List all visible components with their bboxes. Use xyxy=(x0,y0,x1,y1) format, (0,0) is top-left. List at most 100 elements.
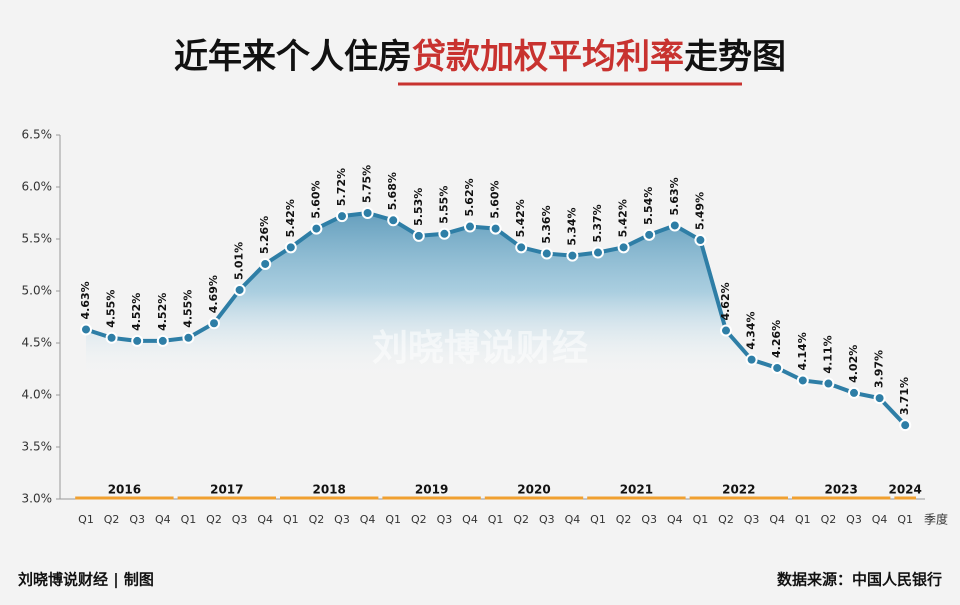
x-tick-label: Q1 xyxy=(590,513,606,526)
point xyxy=(131,334,144,347)
point xyxy=(233,283,246,296)
value-label: 5.26% xyxy=(258,216,271,254)
y-tick-label: 5.5% xyxy=(22,232,53,246)
value-label: 5.54% xyxy=(642,187,655,225)
year-label: 2016 xyxy=(108,483,141,497)
value-label: 3.71% xyxy=(898,377,911,415)
value-label: 4.69% xyxy=(207,275,220,313)
point xyxy=(771,361,784,374)
point xyxy=(515,241,528,254)
point xyxy=(284,241,297,254)
point xyxy=(464,220,476,233)
x-tick-label: Q4 xyxy=(769,513,785,526)
value-label: 5.34% xyxy=(565,207,578,245)
year-label: 2024 xyxy=(888,483,921,497)
point xyxy=(796,374,809,387)
x-tick-label: Q4 xyxy=(565,513,581,526)
point xyxy=(412,229,425,242)
point xyxy=(156,334,169,347)
x-tick-label: Q3 xyxy=(334,513,350,526)
year-label: 2022 xyxy=(722,483,755,497)
value-label: 4.02% xyxy=(847,345,860,383)
point xyxy=(489,222,502,235)
y-tick-label: 4.0% xyxy=(22,388,53,402)
point xyxy=(694,234,707,247)
value-label: 5.42% xyxy=(617,199,630,237)
x-tick-label: Q2 xyxy=(309,513,325,526)
point xyxy=(80,323,92,336)
x-tick-label: Q3 xyxy=(437,513,453,526)
x-tick-label: Q2 xyxy=(104,513,120,526)
x-tick-label: Q2 xyxy=(513,513,529,526)
x-tick-label: Q2 xyxy=(206,513,222,526)
area xyxy=(86,213,906,499)
title-part: 走势图 xyxy=(684,37,786,77)
value-label: 5.60% xyxy=(489,180,502,218)
x-tick-label: Q4 xyxy=(667,513,683,526)
year-label: 2023 xyxy=(824,483,857,497)
point xyxy=(643,228,656,241)
x-tick-label: Q2 xyxy=(821,513,837,526)
x-tick-label: Q4 xyxy=(155,513,171,526)
x-tick-label: Q1 xyxy=(385,513,401,526)
point xyxy=(899,419,912,432)
y-tick-label: 4.5% xyxy=(22,336,53,350)
value-label: 4.55% xyxy=(181,290,194,328)
value-label: 4.62% xyxy=(719,282,732,320)
value-label: 4.55% xyxy=(105,290,118,328)
point xyxy=(182,331,195,344)
x-tick-label: Q1 xyxy=(283,513,299,526)
point xyxy=(668,219,681,232)
x-tick-label: Q3 xyxy=(641,513,657,526)
point xyxy=(617,241,630,254)
x-tick-label: Q3 xyxy=(232,513,248,526)
point xyxy=(259,257,272,270)
value-label: 5.01% xyxy=(233,242,246,280)
value-label: 4.52% xyxy=(130,293,143,331)
value-label: 4.14% xyxy=(796,332,809,370)
x-tick-label: Q1 xyxy=(488,513,504,526)
year-label: 2021 xyxy=(620,483,653,497)
value-label: 5.53% xyxy=(412,188,425,226)
y-tick-label: 3.0% xyxy=(22,492,53,506)
value-label: 4.11% xyxy=(821,335,834,373)
value-label: 5.75% xyxy=(361,165,374,203)
value-label: 5.62% xyxy=(463,178,476,216)
x-tick-label: Q1 xyxy=(181,513,197,526)
point xyxy=(566,249,579,262)
value-label: 4.26% xyxy=(770,320,783,358)
point xyxy=(873,392,886,405)
value-label: 5.68% xyxy=(386,172,399,210)
title-highlight: 贷款加权平均利率 xyxy=(412,37,684,77)
year-label: 2019 xyxy=(415,483,448,497)
y-tick-label: 6.5% xyxy=(22,128,53,142)
point xyxy=(208,317,220,330)
y-tick-label: 5.0% xyxy=(22,284,53,298)
value-label: 5.42% xyxy=(284,199,297,237)
x-tick-label: Q4 xyxy=(257,513,273,526)
value-label: 4.63% xyxy=(79,281,92,319)
x-tick-label: Q1 xyxy=(795,513,811,526)
x-tick-label: Q1 xyxy=(78,513,94,526)
point xyxy=(361,207,374,219)
footer-right: 数据来源：中国人民银行 xyxy=(777,571,942,589)
x-tick-label: Q3 xyxy=(744,513,760,526)
value-label: 5.37% xyxy=(591,204,604,242)
value-label: 5.55% xyxy=(437,186,450,224)
year-label: 2017 xyxy=(210,483,243,497)
point xyxy=(822,377,835,390)
x-tick-label: Q2 xyxy=(718,513,734,526)
point xyxy=(438,227,451,240)
title-part: 近年来个人住房 xyxy=(174,37,412,77)
value-label: 5.42% xyxy=(514,199,527,237)
y-tick-label: 3.5% xyxy=(22,440,53,454)
point xyxy=(336,210,348,223)
year-label: 2020 xyxy=(517,483,550,497)
x-tick-label: Q3 xyxy=(539,513,555,526)
x-axis-label: 季度 xyxy=(924,512,948,527)
value-label: 5.36% xyxy=(540,205,553,243)
value-label: 5.49% xyxy=(693,192,706,230)
point xyxy=(745,353,758,366)
value-label: 4.52% xyxy=(156,293,169,331)
x-tick-label: Q3 xyxy=(129,513,145,526)
